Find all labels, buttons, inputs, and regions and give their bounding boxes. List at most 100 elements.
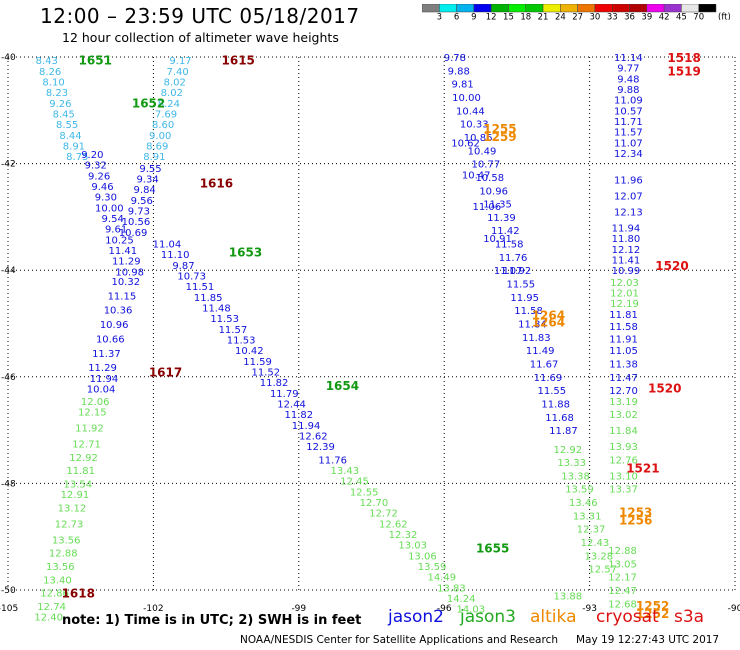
wave-height-value: 12.62	[299, 431, 328, 442]
wave-height-value: 10.00	[95, 203, 124, 214]
wave-height-value: 10.96	[100, 320, 129, 331]
wave-height-value: 14.49	[427, 573, 456, 584]
x-tick-label: -90	[728, 604, 740, 614]
pass-time-label: 1654	[326, 379, 359, 393]
wave-height-value: 8.91	[143, 152, 165, 163]
wave-height-value: 1259	[483, 130, 516, 144]
wave-height-value: 9.20	[81, 150, 103, 161]
wave-height-value: 11.53	[227, 335, 256, 346]
wave-height-value: 10.32	[111, 277, 140, 288]
colorbar-tick-label: 39	[641, 13, 652, 21]
wave-height-value: 11.96	[614, 176, 643, 187]
wave-height-value: 8.75	[66, 152, 88, 163]
wave-height-value: 11.94	[612, 224, 641, 235]
wave-height-value: 11.68	[545, 413, 574, 424]
wave-height-value: 9.26	[49, 99, 71, 110]
wave-height-value: 12.70	[609, 386, 638, 397]
colorbar-tick-label: 21	[538, 13, 549, 21]
wave-height-value: 10.47	[462, 170, 491, 181]
wave-height-value: 11.52	[252, 367, 281, 378]
wave-height-value: 13.12	[58, 503, 87, 514]
wave-height-value: 8.23	[46, 88, 68, 99]
wave-height-value: 13.56	[46, 562, 75, 573]
wave-height-value: 12.57	[588, 565, 617, 576]
wave-height-value: 10.62	[451, 138, 480, 149]
pass-time-label: 1519	[667, 64, 700, 78]
wave-height-value: 12.88	[608, 546, 637, 557]
wave-height-value: 13.02	[609, 410, 638, 421]
wave-height-value: 9.00	[149, 131, 171, 142]
wave-height-value: 12.91	[61, 490, 90, 501]
wave-height-value: 12.44	[277, 399, 306, 410]
wave-height-value: 9.55	[139, 164, 161, 175]
wave-height-value: 13.38	[561, 471, 590, 482]
wave-height-value: 11.94	[292, 421, 321, 432]
wave-height-value: 11.58	[514, 306, 543, 317]
wave-height-value: 11.49	[526, 346, 555, 357]
colorbar-swatch	[698, 4, 717, 13]
wave-height-value: 10.99	[612, 266, 641, 277]
wave-height-value: 8.69	[146, 141, 168, 152]
pass-time-label: 1618	[62, 587, 95, 601]
wave-height-value: 11.47	[609, 373, 638, 384]
chart-subtitle: 12 hour collection of altimeter wave hei…	[62, 30, 339, 45]
wave-height-value: 11.67	[530, 359, 559, 370]
wave-height-value: 1264	[532, 309, 565, 323]
wave-height-value: 13.06	[408, 551, 437, 562]
wave-height-value: 13.31	[573, 511, 602, 522]
wave-height-value: 10.58	[475, 173, 504, 184]
colorbar-unit-label: (ft)	[718, 13, 730, 21]
colorbar-tick-label: 42	[659, 13, 670, 21]
wave-height-value: 11.38	[609, 359, 638, 370]
wave-height-value: 11.92	[503, 266, 532, 277]
wave-height-value: 12.92	[553, 445, 582, 456]
wave-height-value: 12.55	[350, 487, 379, 498]
wave-height-value: 12.03	[610, 278, 639, 289]
wave-height-value: 10.49	[468, 146, 497, 157]
wave-height-value: 10.66	[96, 334, 125, 345]
wave-height-value: 9.34	[136, 175, 158, 186]
wave-height-value: 8.24	[158, 99, 180, 110]
wave-height-value: 12.73	[55, 519, 84, 530]
wave-height-value: 11.55	[537, 386, 566, 397]
wave-height-value: 11.59	[243, 357, 272, 368]
footnote: note: 1) Time is in UTC; 2) SWH is in fe…	[62, 613, 362, 628]
generated-timestamp: May 19 12:27:43 UTC 2017	[576, 634, 720, 646]
wave-height-value: 11.29	[112, 257, 141, 268]
wave-height-value: 10.36	[104, 306, 133, 317]
wave-height-value: 11.58	[609, 322, 638, 333]
wave-height-value: 7.40	[167, 67, 189, 78]
x-tick-label: -105	[0, 604, 18, 614]
wave-height-value: 11.14	[614, 53, 643, 64]
wave-height-value: 8.60	[152, 120, 174, 131]
pass-time-label: 1518	[667, 51, 700, 65]
wave-height-value: 9.48	[617, 74, 639, 85]
wave-height-value: 9.87	[172, 261, 194, 272]
wave-height-value: 9.84	[134, 185, 156, 196]
colorbar-tick-label: 70	[693, 13, 704, 21]
wave-height-value: 11.35	[483, 200, 512, 211]
wave-height-value: 12.86	[40, 589, 69, 600]
colorbar-tick-label: 45	[676, 13, 687, 21]
pass-time-label: 1521	[626, 461, 659, 475]
wave-height-value: 8.02	[161, 88, 183, 99]
wave-height-value: 13.46	[569, 498, 598, 509]
wave-height-value: 8.45	[53, 109, 75, 120]
wave-height-value: 13.03	[398, 541, 427, 552]
wave-height-value: 10.69	[119, 228, 148, 239]
wave-height-value: 11.76	[499, 253, 528, 264]
wave-height-value: 10.33	[460, 120, 489, 131]
wave-height-value: 1255	[483, 122, 516, 136]
wave-height-value: 12.39	[306, 442, 335, 453]
wave-height-value: 12.15	[78, 407, 107, 418]
wave-height-value: 11.82	[284, 410, 313, 421]
wave-height-value: 12.74	[37, 602, 66, 613]
wave-height-value: 11.10	[161, 250, 190, 261]
wave-height-value: 9.73	[128, 207, 150, 218]
wave-height-value: 11.06	[473, 202, 502, 213]
wave-height-value: 9.78	[444, 53, 466, 64]
wave-height-value: 9.32	[85, 161, 107, 172]
wave-height-value: 11.79	[270, 389, 299, 400]
wave-height-value: 14.03	[457, 605, 486, 616]
wave-height-value: 11.48	[202, 304, 231, 315]
